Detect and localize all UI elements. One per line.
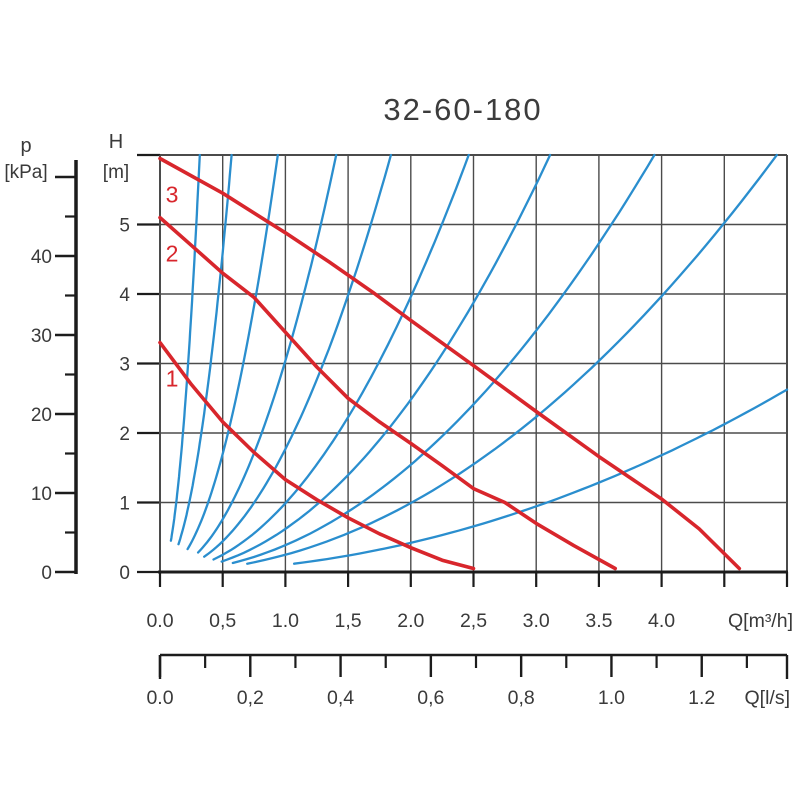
system-curve [220, 153, 552, 563]
flow-ls-tick-label: 0,2 [237, 687, 264, 709]
pump-curve-2 [158, 215, 618, 571]
pressure-axis-symbol: p [20, 135, 31, 157]
head-tick-label: 4 [119, 285, 130, 306]
flow-m3h-tick-label: 0,5 [209, 610, 236, 632]
flow-m3h-unit: Q[m³/h] [728, 610, 793, 632]
flow-axis-ls: 0.0 0,2 0,4 0,6 0,8 1.0 1.2 Q[l/s] [146, 653, 790, 709]
pump-curve-label-1: 1 [166, 366, 179, 392]
pump-curve-label-2: 2 [166, 241, 179, 267]
pressure-axis-unit: [kPa] [4, 162, 47, 183]
pump-curves: 1 2 3 [158, 156, 742, 571]
flow-axis-m3h: 0.0 0,5 1.0 1,5 2.0 2,5 3.0 3.5 4.0 Q[m³/h] [146, 570, 793, 632]
flow-ls-tick-label: 1.0 [598, 687, 625, 709]
flow-ls-tick-label: 0,8 [508, 687, 535, 709]
head-axis: 0 1 2 3 4 5 H [m] [103, 131, 160, 584]
flow-m3h-tick-label: 0.0 [146, 610, 173, 632]
flow-ls-unit: Q[l/s] [744, 687, 790, 709]
flow-m3h-tick-label: 2.0 [397, 610, 424, 632]
flow-ls-tick-label: 0.0 [146, 687, 173, 709]
head-tick-label: 0 [119, 563, 130, 584]
system-curve [169, 153, 201, 542]
flow-m3h-tick-label: 1.0 [272, 610, 299, 632]
system-curve [292, 388, 789, 565]
flow-ls-tick-label: 1.2 [688, 687, 715, 709]
pressure-scale: 0 10 20 30 40 p [kPa] [4, 135, 78, 584]
system-curve [231, 153, 656, 565]
system-curve [246, 153, 778, 565]
pump-curve-1 [158, 340, 476, 571]
flow-m3h-tick-label: 3.5 [585, 610, 612, 632]
system-curve [203, 153, 393, 558]
flow-m3h-tick-label: 2,5 [460, 610, 487, 632]
pressure-tick-label: 40 [31, 247, 52, 268]
pump-curve-label-3: 3 [166, 181, 179, 207]
system-curve [196, 153, 338, 554]
head-tick-label: 2 [119, 424, 130, 445]
chart-title: 32-60-180 [383, 92, 543, 127]
pressure-tick-label: 10 [31, 484, 52, 505]
system-curve [212, 153, 470, 561]
head-tick-label: 5 [119, 216, 130, 237]
pressure-tick-label: 0 [41, 563, 52, 584]
flow-m3h-tick-label: 3.0 [523, 610, 550, 632]
flow-ls-tick-label: 0,6 [417, 687, 444, 709]
head-axis-symbol: H [109, 131, 123, 153]
flow-ls-tick-label: 0,4 [327, 687, 354, 709]
system-curve [186, 153, 279, 551]
flow-m3h-tick-label: 1,5 [335, 610, 362, 632]
pump-curve-3 [158, 156, 742, 571]
pressure-tick-label: 20 [31, 405, 52, 426]
system-curve [177, 153, 233, 546]
flow-m3h-tick-label: 4.0 [648, 610, 675, 632]
head-axis-unit: [m] [103, 162, 129, 183]
system-curves [169, 153, 789, 565]
head-tick-label: 3 [119, 355, 130, 376]
head-tick-label: 1 [119, 494, 130, 515]
pressure-tick-label: 30 [31, 326, 52, 347]
